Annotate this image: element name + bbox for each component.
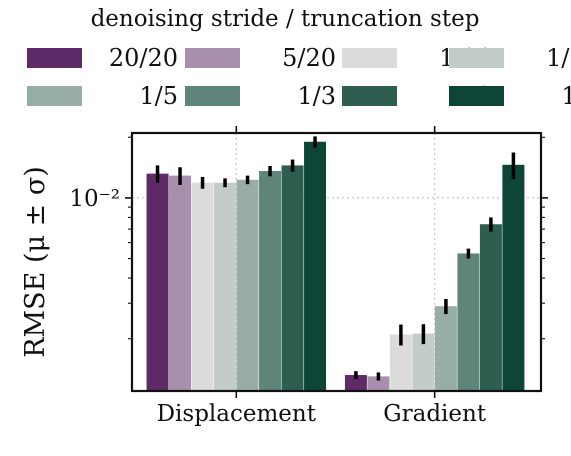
bar xyxy=(236,179,259,391)
bar xyxy=(281,165,304,391)
bar xyxy=(304,141,327,391)
bar xyxy=(169,175,192,391)
bar xyxy=(367,376,390,391)
x-tick-label: Displacement xyxy=(157,401,317,427)
legend-entry: 1/5 xyxy=(27,82,178,110)
legend-swatch xyxy=(342,48,397,68)
legend-label: 1/5 xyxy=(139,82,178,110)
legend-label: 1/3 xyxy=(297,82,336,110)
legend-swatch xyxy=(185,48,240,68)
axes-frame xyxy=(130,131,543,393)
bar xyxy=(457,253,480,391)
bar xyxy=(389,334,412,391)
legend-swatch xyxy=(27,48,82,68)
x-ticks: Displacement Gradient xyxy=(157,126,487,427)
legend-entry: 1/3 xyxy=(185,82,336,110)
legend-entry: 1/1 xyxy=(449,82,571,110)
gridlines xyxy=(132,133,541,391)
y-axis-label: RMSE (μ ± σ) xyxy=(20,166,51,358)
bar xyxy=(412,333,435,391)
legend-entry: 20/20 xyxy=(27,44,178,72)
legend-swatch xyxy=(27,86,82,106)
legend-swatch xyxy=(185,86,240,106)
legend-entry: 5/20 xyxy=(185,44,336,72)
y-ticks: 10⁻² xyxy=(69,136,548,340)
bar xyxy=(344,375,367,391)
legend: 20/205/201/201/101/51/31/21/1 xyxy=(27,44,571,110)
error-bars xyxy=(155,136,516,381)
bars xyxy=(146,141,525,391)
legend-title: denoising stride / truncation step xyxy=(91,6,480,32)
bar xyxy=(479,224,502,391)
bar xyxy=(214,182,237,391)
legend-label: 5/20 xyxy=(282,44,336,72)
bar xyxy=(502,164,525,391)
legend-swatch xyxy=(342,86,397,106)
legend-label: 20/20 xyxy=(109,44,178,72)
bar xyxy=(146,173,169,391)
bar xyxy=(259,171,282,391)
bar xyxy=(191,182,214,391)
legend-label: 1/10 xyxy=(546,44,571,72)
y-tick-label: 10⁻² xyxy=(69,186,120,212)
legend-entry: 1/10 xyxy=(449,44,571,72)
x-tick-label: Gradient xyxy=(383,401,487,427)
plot-area: 10⁻² Displacement Gradient xyxy=(69,126,548,427)
legend-swatch xyxy=(449,48,504,68)
bar xyxy=(434,306,457,391)
legend-label: 1/1 xyxy=(561,82,571,110)
legend-swatch xyxy=(449,86,504,106)
